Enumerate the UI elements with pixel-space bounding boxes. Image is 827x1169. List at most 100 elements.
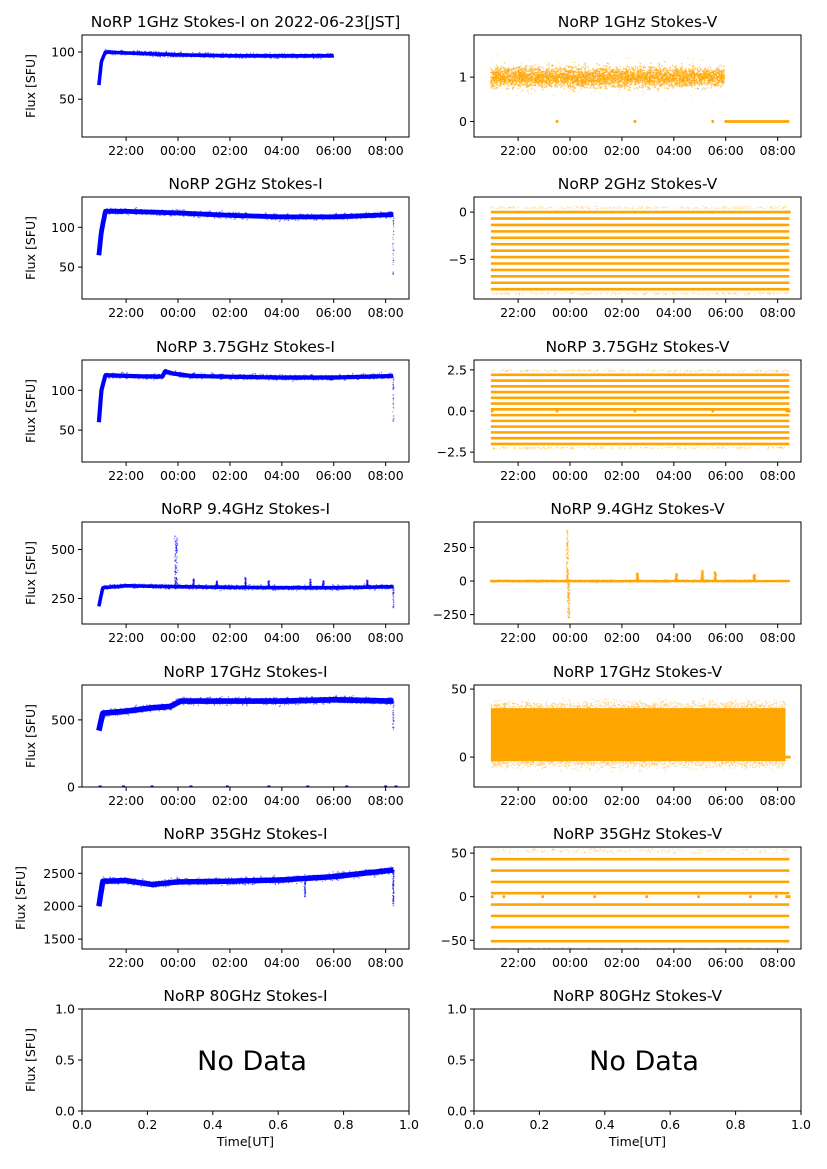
y-axis-label: Flux [SFU] (23, 1028, 38, 1092)
scatter-points (98, 695, 395, 731)
x-tick-label: 1.0 (791, 1117, 811, 1132)
zero-marker (150, 785, 154, 787)
panel-p6v: 22:00 00:00 02:00 04:00 06:00 08:00 50 0 −50 NoRP… (441, 825, 802, 970)
y-axis-label: Flux [SFU] (13, 866, 28, 930)
scatter-points (492, 848, 789, 949)
zero-marker (306, 785, 310, 787)
x-tick-label: 02:00 (212, 955, 248, 970)
y-tick-label: 0.5 (55, 1053, 75, 1068)
data-layer (490, 529, 791, 619)
y-axis-label: Flux [SFU] (23, 704, 38, 768)
scatter-points (98, 368, 395, 422)
data-band (490, 708, 786, 762)
y-tick-label: 0.0 (447, 404, 467, 419)
panel-p2i: 22:00 00:00 02:00 04:00 06:00 08:00 50 100 NoRP … (23, 175, 410, 320)
x-tick-label: 06:00 (316, 468, 352, 483)
x-tick-label: 04:00 (656, 468, 692, 483)
data-layer (96, 866, 396, 907)
x-tick-label: 06:00 (316, 305, 352, 320)
x-tick-label: 02:00 (212, 630, 248, 645)
zero-marker (225, 785, 229, 787)
scatter-points (98, 207, 395, 276)
data-layer (97, 535, 395, 609)
x-tick-label: 02:00 (212, 305, 248, 320)
x-tick-label: 04:00 (656, 793, 692, 808)
y-axis-label: Flux [SFU] (23, 54, 38, 118)
x-tick-label: 22:00 (108, 143, 144, 158)
scatter-points (490, 53, 726, 102)
scatter-points (98, 866, 395, 907)
y-tick-label: 0.0 (55, 1104, 75, 1119)
x-tick-label: 22:00 (108, 305, 144, 320)
panel-p6i: 22:00 00:00 02:00 04:00 06:00 08:00 1500 2000 25… (13, 825, 410, 970)
panel-title: NoRP 35GHz Stokes-V (553, 825, 723, 843)
x-tick-label: 06:00 (316, 793, 352, 808)
axes-frame (81, 34, 410, 138)
panel-title: NoRP 1GHz Stokes-V (558, 13, 718, 31)
axes-frame (81, 684, 410, 788)
x-tick-label: 00:00 (160, 468, 196, 483)
y-tick-label: 50 (59, 423, 75, 438)
axes-frame (473, 684, 802, 788)
x-tick-label: 00:00 (160, 143, 196, 158)
data-layer (96, 207, 395, 276)
x-tick-label: 02:00 (212, 468, 248, 483)
y-tick-label: 0 (459, 750, 467, 765)
y-tick-label: 100 (51, 383, 75, 398)
x-tick-label: 0.6 (660, 1117, 680, 1132)
y-tick-label: 1.0 (55, 1002, 75, 1017)
x-tick-label: 06:00 (708, 630, 744, 645)
x-tick-label: 02:00 (212, 143, 248, 158)
data-layer (490, 369, 791, 450)
x-tick-label: 0.8 (726, 1117, 746, 1132)
x-tick-label: 06:00 (708, 955, 744, 970)
panel-title: NoRP 9.4GHz Stokes-V (550, 500, 725, 518)
x-tick-label: 08:00 (368, 630, 404, 645)
x-tick-label: 00:00 (552, 305, 588, 320)
x-tick-label: 06:00 (316, 955, 352, 970)
x-tick-label: 22:00 (500, 305, 536, 320)
y-tick-label: 100 (51, 45, 75, 60)
scatter-points (98, 535, 395, 609)
panel-title: NoRP 80GHz Stokes-V (553, 987, 723, 1005)
zero-marker (98, 785, 102, 787)
x-tick-label: 02:00 (604, 955, 640, 970)
data-layer (490, 205, 791, 296)
x-tick-label: 00:00 (552, 468, 588, 483)
x-tick-label: 06:00 (316, 143, 352, 158)
y-tick-label: 250 (443, 540, 467, 555)
x-tick-label: 04:00 (264, 143, 300, 158)
x-tick-label: 08:00 (760, 143, 796, 158)
y-tick-label: 0 (459, 205, 467, 220)
axes-frame (473, 34, 802, 138)
x-tick-label: 02:00 (604, 143, 640, 158)
x-tick-label: 00:00 (160, 305, 196, 320)
scatter-points (490, 369, 790, 450)
panel-p4v: 22:00 00:00 02:00 04:00 06:00 08:00 250 0 −250 No… (433, 500, 802, 645)
panel-title: NoRP 9.4GHz Stokes-I (161, 500, 330, 518)
panel-p1i: 22:00 00:00 02:00 04:00 06:00 08:00 50 100 NoRP … (23, 13, 410, 158)
scatter-points (98, 48, 335, 85)
panel-title: NoRP 2GHz Stokes-V (558, 175, 718, 193)
data-layer (96, 368, 395, 423)
y-tick-label: 50 (59, 92, 75, 107)
y-tick-label: 500 (51, 542, 75, 557)
y-tick-label: 50 (451, 682, 467, 697)
panel-p5i: 22:00 00:00 02:00 04:00 06:00 08:00 0 500 NoRP 1… (23, 663, 410, 808)
y-tick-label: 100 (51, 220, 75, 235)
panel-p4i: 22:00 00:00 02:00 04:00 06:00 08:00 250 500 NoRP… (23, 500, 410, 645)
y-tick-label: −2.5 (437, 445, 467, 460)
axes-frame (81, 521, 410, 625)
panel-title: NoRP 17GHz Stokes-V (553, 663, 723, 681)
y-tick-label: 50 (59, 260, 75, 275)
y-tick-label: −5 (449, 252, 467, 267)
x-tick-label: 06:00 (708, 468, 744, 483)
x-tick-label: 08:00 (368, 305, 404, 320)
zero-marker (345, 785, 349, 787)
x-tick-label: 06:00 (708, 143, 744, 158)
x-tick-label: 0.6 (268, 1117, 288, 1132)
y-tick-label: −250 (433, 607, 467, 622)
data-layer (490, 848, 791, 949)
x-tick-label: 22:00 (108, 630, 144, 645)
